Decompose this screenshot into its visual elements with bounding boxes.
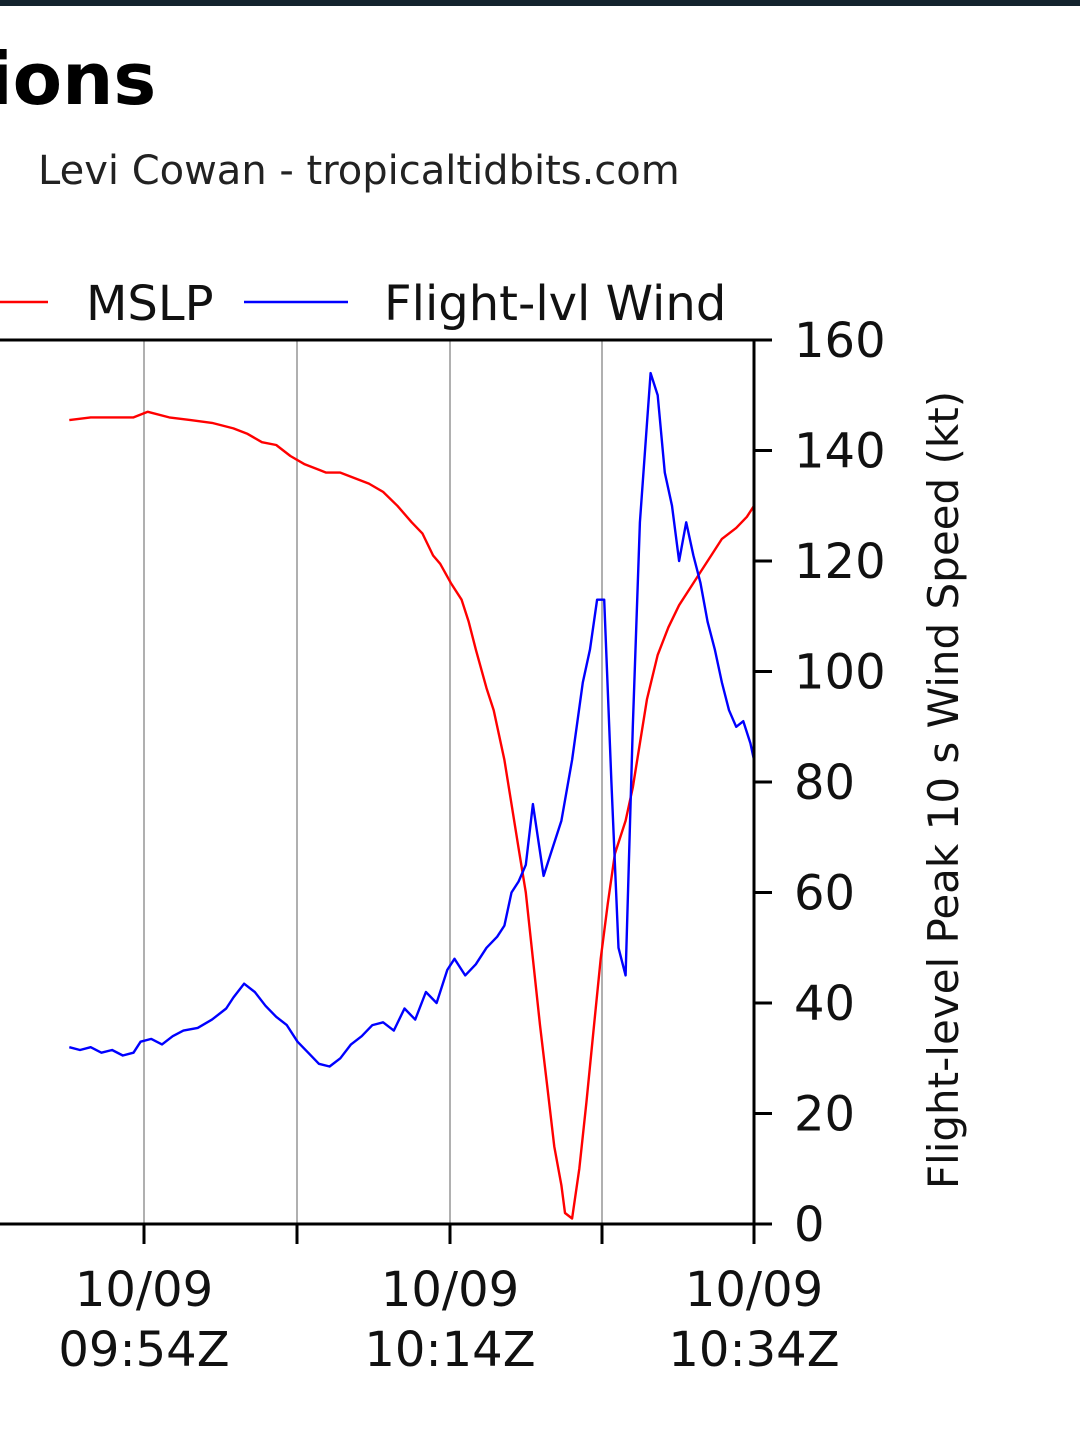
y-tick-label-6: 120 xyxy=(794,534,886,590)
gridlines xyxy=(143,340,603,1224)
x-tick-label-time-2: 10:34Z xyxy=(668,1322,839,1378)
x-tick-label-time-0: 09:54Z xyxy=(58,1322,229,1378)
y-tick-label-0: 0 xyxy=(794,1197,825,1253)
window-top-border xyxy=(0,0,1080,6)
axes xyxy=(0,338,756,1226)
right-axis-label: Flight-level Peak 10 s Wind Speed (kt) xyxy=(919,391,968,1189)
series-line-0 xyxy=(69,410,756,1220)
y-tick-label-4: 80 xyxy=(794,755,855,811)
ticks: 02040608010012014016010/0909:54Z10/0910:… xyxy=(58,313,885,1378)
x-tick-label-date-1: 10/09 xyxy=(381,1262,519,1318)
legend-label-wind: Flight-lvl Wind xyxy=(384,276,726,332)
y-tick-label-8: 160 xyxy=(794,313,886,369)
x-tick-label-time-1: 10:14Z xyxy=(364,1322,535,1378)
x-tick-label-date-2: 10/09 xyxy=(685,1262,823,1318)
series-line-1 xyxy=(68,371,756,1068)
y-tick-label-7: 140 xyxy=(794,424,886,480)
series-lines xyxy=(68,371,756,1220)
y-tick-label-5: 100 xyxy=(794,645,886,701)
legend: MSLP Flight-lvl Wind xyxy=(0,276,726,332)
chart-credit: Levi Cowan - tropicaltidbits.com xyxy=(38,148,680,194)
y-tick-label-3: 60 xyxy=(794,866,855,922)
x-tick-label-date-0: 10/09 xyxy=(75,1262,213,1318)
chart-title: ions xyxy=(0,37,156,121)
y-tick-label-1: 20 xyxy=(794,1087,855,1143)
y-tick-label-2: 40 xyxy=(794,976,855,1032)
legend-label-mslp: MSLP xyxy=(86,276,214,332)
